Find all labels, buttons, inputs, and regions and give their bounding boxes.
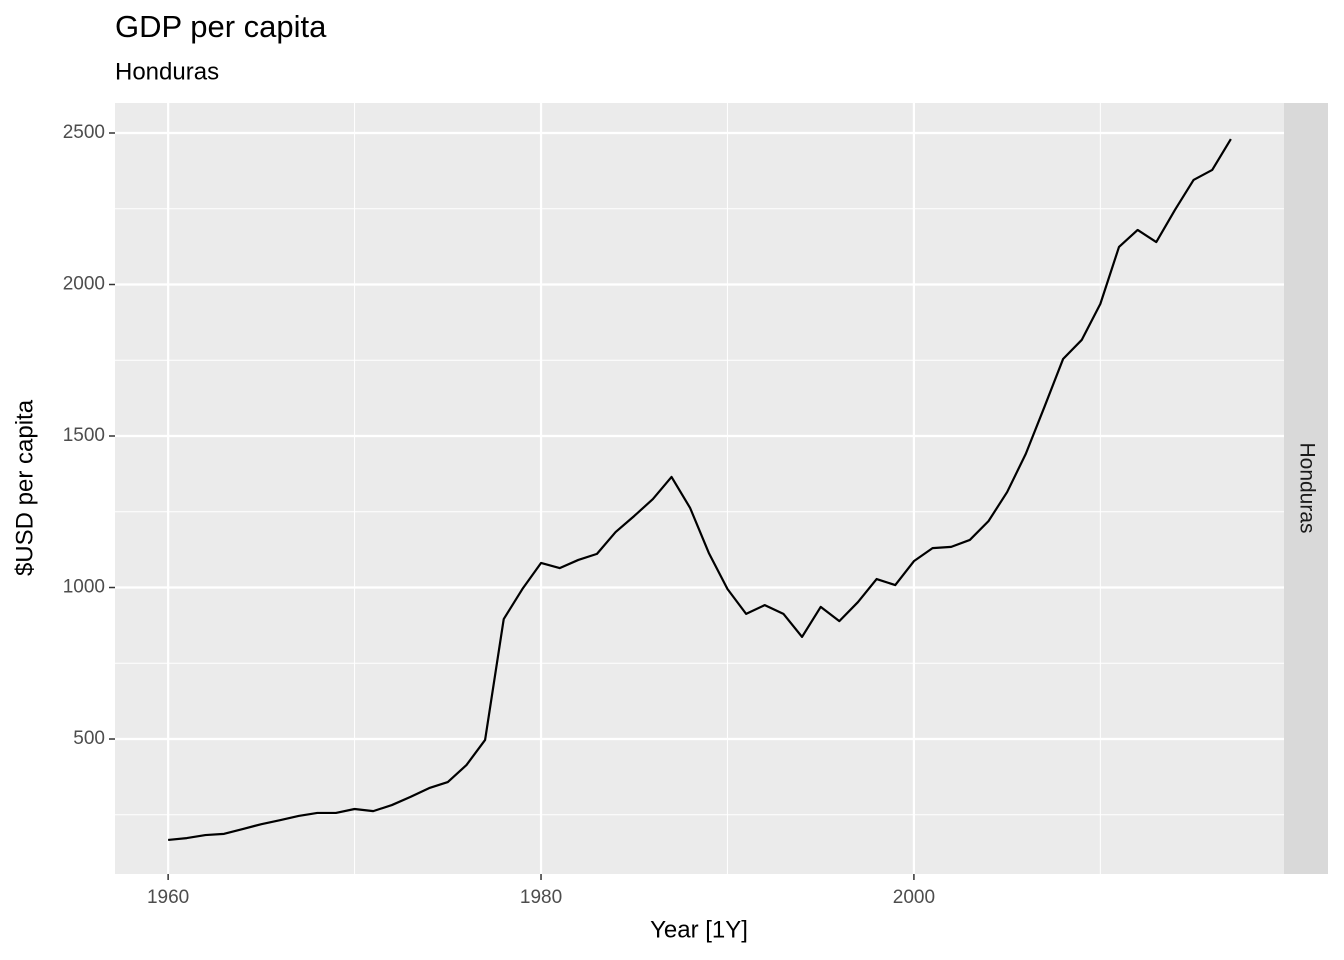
- facet-strip: [1284, 103, 1328, 874]
- grid: [115, 103, 1284, 874]
- x-axis-title: Year [1Y]: [650, 916, 748, 943]
- y-tick-label: 2500: [63, 122, 105, 143]
- panel: [115, 103, 1284, 874]
- x-tick-label: 1960: [147, 887, 189, 908]
- facet-label: Honduras: [1295, 442, 1318, 533]
- chart-title: GDP per capita: [115, 9, 327, 44]
- x-tick-label: 1980: [520, 887, 562, 908]
- x-tick-label: 2000: [893, 887, 935, 908]
- y-axis-title: $USD per capita: [11, 399, 38, 576]
- y-tick-label: 500: [73, 728, 105, 749]
- y-tick-label: 1500: [63, 425, 105, 446]
- data-line: [168, 138, 1232, 842]
- chart-subtitle: Honduras: [115, 58, 219, 85]
- y-tick-label: 2000: [63, 274, 105, 295]
- y-tick-label: 1000: [63, 577, 105, 598]
